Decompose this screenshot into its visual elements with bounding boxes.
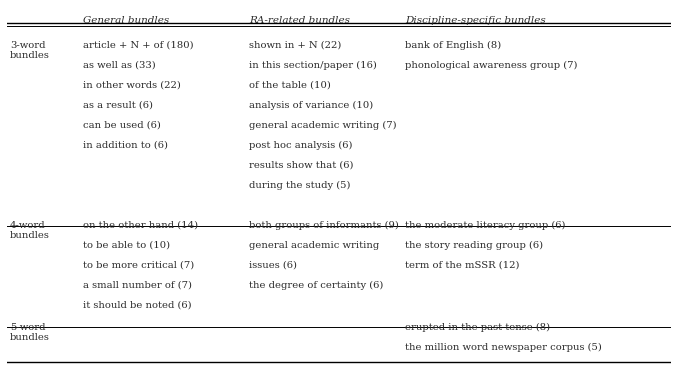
Text: to be more critical (7): to be more critical (7) — [83, 261, 195, 270]
Text: can be used (6): can be used (6) — [83, 120, 161, 129]
Text: article + N + of (180): article + N + of (180) — [83, 40, 194, 50]
Text: erupted in the past tense (8): erupted in the past tense (8) — [405, 323, 551, 332]
Text: as a result (6): as a result (6) — [83, 100, 153, 109]
Text: General bundles: General bundles — [83, 15, 170, 24]
Text: 3-word
bundles: 3-word bundles — [10, 40, 50, 60]
Text: the degree of certainty (6): the degree of certainty (6) — [250, 281, 384, 290]
Text: general academic writing: general academic writing — [250, 241, 380, 250]
Text: shown in + N (22): shown in + N (22) — [250, 40, 342, 50]
Text: results show that (6): results show that (6) — [250, 160, 354, 170]
Text: 4-word
bundles: 4-word bundles — [10, 221, 50, 240]
Text: as well as (33): as well as (33) — [83, 60, 156, 69]
Text: general academic writing (7): general academic writing (7) — [250, 120, 397, 130]
Text: in this section/paper (16): in this section/paper (16) — [250, 60, 377, 70]
Text: both groups of informants (9): both groups of informants (9) — [250, 221, 399, 230]
Text: to be able to (10): to be able to (10) — [83, 241, 170, 250]
Text: analysis of variance (10): analysis of variance (10) — [250, 100, 374, 109]
Text: it should be noted (6): it should be noted (6) — [83, 301, 192, 310]
Text: the million word newspaper corpus (5): the million word newspaper corpus (5) — [405, 343, 602, 352]
Text: during the study (5): during the study (5) — [250, 180, 351, 190]
Text: of the table (10): of the table (10) — [250, 81, 331, 90]
Text: the story reading group (6): the story reading group (6) — [405, 241, 544, 250]
Text: in other words (22): in other words (22) — [83, 81, 181, 90]
Text: phonological awareness group (7): phonological awareness group (7) — [405, 60, 578, 70]
Text: post hoc analysis (6): post hoc analysis (6) — [250, 141, 353, 150]
Text: Discipline-specific bundles: Discipline-specific bundles — [405, 15, 546, 24]
Text: the moderate literacy group (6): the moderate literacy group (6) — [405, 221, 566, 230]
Text: a small number of (7): a small number of (7) — [83, 281, 192, 290]
Text: on the other hand (14): on the other hand (14) — [83, 221, 199, 230]
Text: in addition to (6): in addition to (6) — [83, 141, 168, 150]
Text: issues (6): issues (6) — [250, 261, 297, 270]
Text: term of the mSSR (12): term of the mSSR (12) — [405, 261, 520, 270]
Text: RA-related bundles: RA-related bundles — [250, 15, 351, 24]
Text: bank of English (8): bank of English (8) — [405, 40, 502, 50]
Text: 5-word
bundles: 5-word bundles — [10, 323, 50, 342]
